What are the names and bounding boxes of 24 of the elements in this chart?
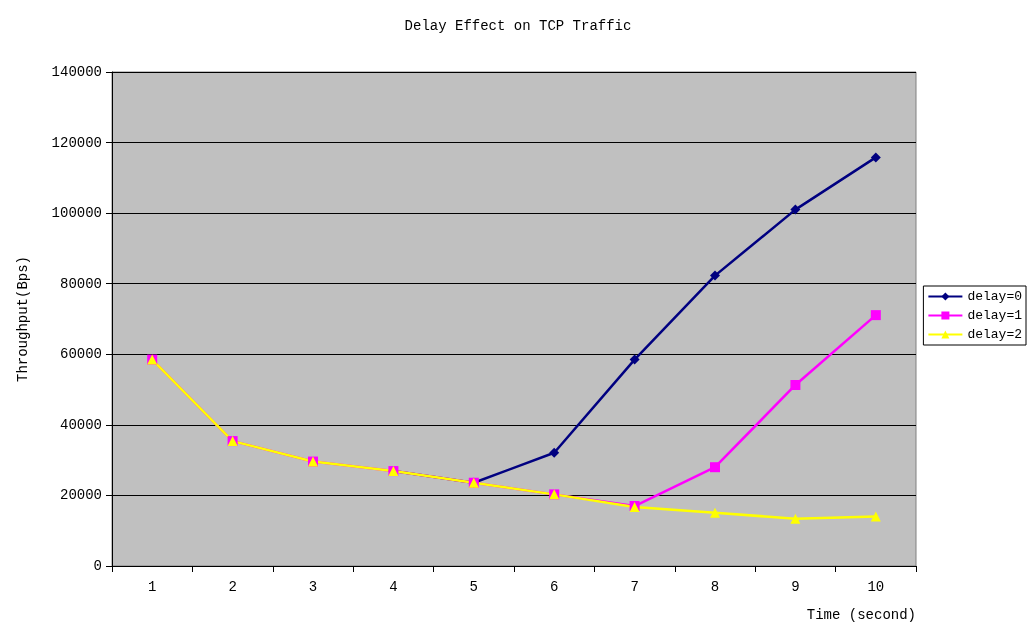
y-tick-label: 60000: [59, 346, 102, 363]
legend-label: delay=0: [967, 289, 1022, 304]
y-axis-title: Throughput(Bps): [15, 255, 31, 383]
chart-title: Delay Effect on TCP Traffic: [404, 18, 632, 34]
x-tick-label: 5: [469, 579, 478, 595]
legend-label: delay=2: [967, 327, 1022, 342]
legend-label: delay=1: [967, 308, 1023, 323]
y-tick-label: 100000: [51, 205, 102, 222]
x-axis-title: Time (second): [806, 607, 916, 623]
x-tick-label: 4: [389, 579, 398, 595]
x-tick-label: 9: [791, 579, 800, 595]
y-tick-label: 20000: [59, 487, 102, 504]
y-tick-label: 40000: [59, 416, 102, 433]
x-tick-label: 1: [148, 579, 157, 595]
x-tick-label: 6: [550, 579, 559, 595]
y-tick-label: 140000: [51, 64, 102, 80]
y-tick-label: 0: [93, 558, 102, 574]
x-tick-label: 8: [710, 579, 720, 595]
x-tick-label: 3: [308, 579, 318, 595]
x-tick-label: 10: [867, 579, 885, 595]
x-tick-label: 2: [228, 579, 237, 595]
x-tick-label: 7: [630, 579, 639, 595]
y-tick-label: 120000: [51, 134, 102, 151]
y-tick-label: 80000: [59, 275, 102, 292]
